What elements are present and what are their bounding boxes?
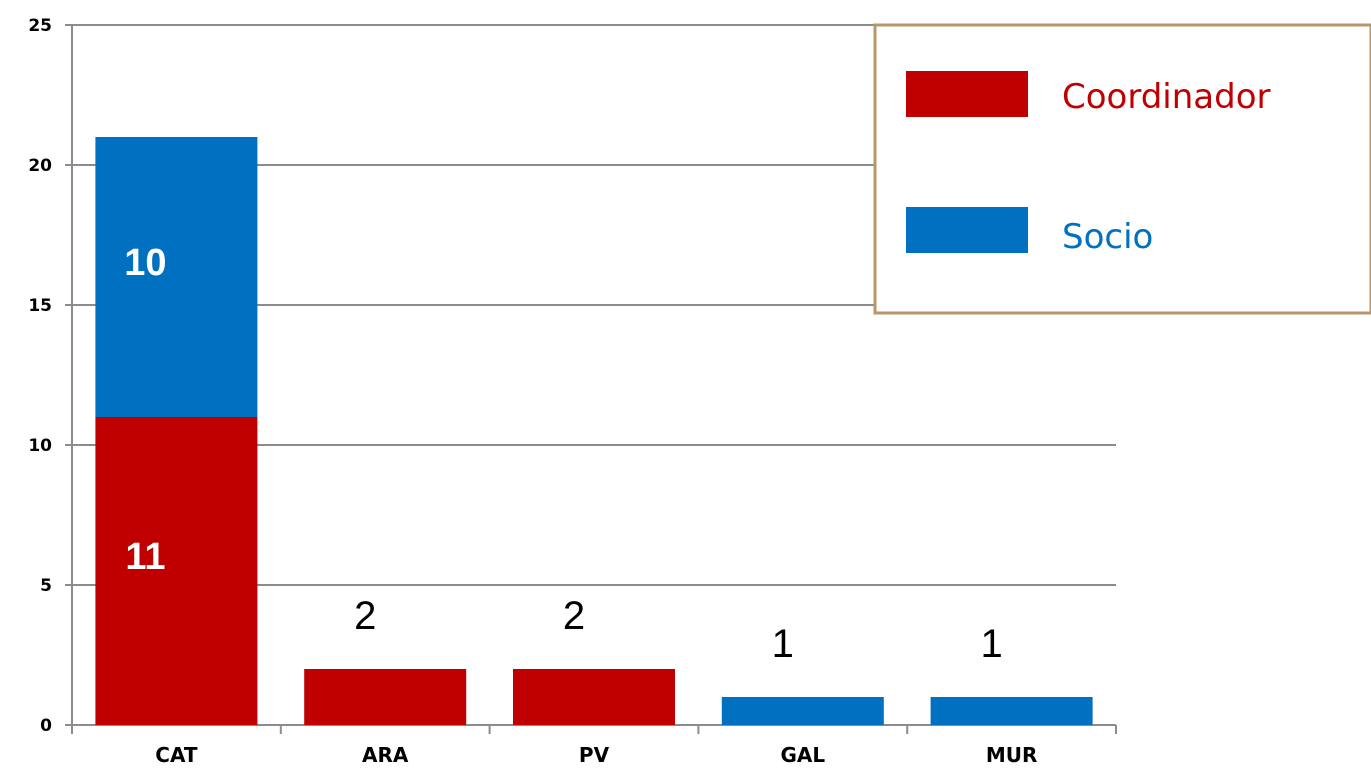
legend-label-coordinador: Coordinador [1062,77,1271,117]
x-tick-label-ara: ARA [362,743,409,767]
x-tick-label-gal: GAL [780,743,825,767]
y-tick-label-20: 20 [28,156,52,176]
x-tick-label-cat: CAT [155,743,198,767]
y-tick-label-5: 5 [40,576,52,596]
data-label-pv-coordinador: 2 [563,594,585,638]
legend-label-socio: Socio [1062,217,1153,257]
bars [95,137,1093,725]
y-tick-label-25: 25 [28,16,52,36]
legend-swatch-coordinador [906,71,1028,117]
y-tick-label-10: 10 [28,436,52,456]
bar-gal-socio [721,697,884,725]
data-label-mur-socio: 1 [980,622,1002,666]
x-tick-label-pv: PV [579,743,610,767]
legend: Coordinador Socio [873,23,1371,315]
data-label-cat-coordinador: 11 [125,536,165,578]
legend-swatch-socio [906,207,1028,253]
bar-ara-coordinador [304,669,467,725]
bar-cat-coordinador [95,417,258,725]
bar-cat-socio [95,137,258,417]
y-tick-label-15: 15 [28,296,52,316]
legend-box [873,23,1371,315]
data-label-gal-socio: 1 [772,622,794,666]
data-label-ara-coordinador: 2 [354,594,376,638]
x-axis: CAT ARA PV GAL MUR [71,724,1117,767]
bar-mur-socio [930,697,1093,725]
x-tick-label-mur: MUR [986,743,1038,767]
data-label-cat-socio: 10 [124,242,166,284]
y-axis: 0 5 10 15 20 25 [28,16,73,736]
bar-pv-coordinador [513,669,675,725]
y-tick-label-0: 0 [40,716,52,736]
